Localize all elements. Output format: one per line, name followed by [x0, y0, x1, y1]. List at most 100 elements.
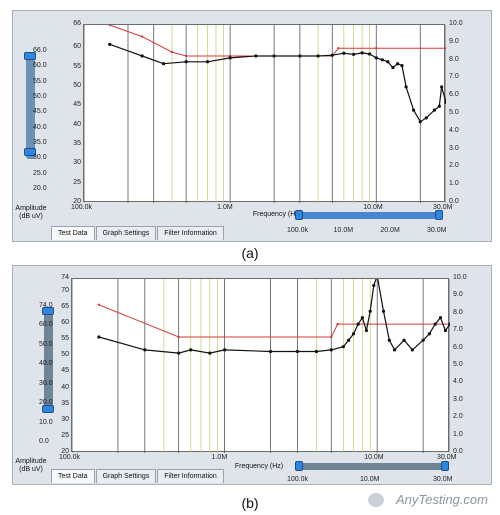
- view-tabs: Test Data Graph Settings Filter Informat…: [51, 469, 225, 483]
- frequency-range-slider[interactable]: [299, 212, 439, 219]
- measured-point: [316, 54, 320, 58]
- measured-point: [177, 351, 181, 355]
- x-tick-label: 10.0M: [364, 454, 384, 461]
- amplitude-bottom-handle[interactable]: [42, 405, 54, 413]
- tab-filter-information[interactable]: Filter Information: [157, 226, 224, 240]
- measured-point: [427, 332, 432, 336]
- measured-point: [161, 62, 166, 66]
- measured-point: [228, 56, 232, 60]
- y-tick-label: 30: [61, 415, 69, 423]
- measured-point: [410, 348, 414, 352]
- measured-point: [433, 322, 437, 326]
- tab-filter-information[interactable]: Filter Information: [157, 469, 224, 483]
- spectrum-chart-b: [72, 279, 450, 453]
- scale-tick-label: 25.0: [33, 169, 47, 177]
- scale-tick-label: 45.0: [33, 108, 47, 116]
- measured-point: [314, 349, 319, 354]
- scale-tick-label: 60.0: [39, 321, 53, 329]
- measured-point: [364, 328, 369, 333]
- x-tick-label: 30.0M: [433, 204, 453, 211]
- measured-point: [443, 328, 448, 333]
- measured-point: [424, 116, 428, 120]
- frequency-right-handle[interactable]: [435, 210, 443, 220]
- tab-test-data[interactable]: Test Data: [51, 469, 95, 483]
- caption-b: (b): [241, 495, 259, 511]
- measured-point: [329, 348, 333, 352]
- right-tick-label: 4.0: [453, 378, 463, 386]
- limit-point: [375, 47, 378, 50]
- right-tick-label: 0.0: [449, 198, 459, 205]
- frequency-left-handle[interactable]: [295, 461, 303, 471]
- spectrum-plot-b[interactable]: [71, 278, 450, 453]
- right-tick-label: 6.0: [449, 91, 459, 99]
- tab-graph-settings[interactable]: Graph Settings: [95, 469, 157, 483]
- measured-point: [140, 54, 144, 58]
- y-tick-label: 45: [61, 367, 69, 375]
- y-tick-label: 55: [61, 335, 69, 343]
- measured-point: [400, 64, 404, 68]
- emc-scan-panel-a: 66.0 60.0 55.0 50.0 45.0 40.0 35.0 30.0 25.0 20.0…: [12, 10, 492, 242]
- measured-point: [418, 120, 422, 124]
- right-tick-label: 9.0: [453, 291, 463, 299]
- measured-point: [386, 60, 390, 64]
- y-tick-label: 74: [61, 274, 69, 281]
- limit-point: [444, 47, 446, 50]
- y-tick-label: 65: [61, 303, 69, 310]
- measured-point: [360, 51, 364, 55]
- right-tick-label: 3.0: [453, 395, 463, 403]
- tab-graph-settings[interactable]: Graph Settings: [95, 226, 157, 240]
- measured-point: [367, 52, 372, 56]
- frequency-range-slider[interactable]: [299, 463, 445, 470]
- amplitude-bottom-handle[interactable]: [24, 148, 36, 156]
- measured-point: [360, 316, 365, 320]
- measured-point: [108, 42, 112, 46]
- scale-tick-label: 74.0: [39, 302, 53, 309]
- watermark: AnyTesting.com: [395, 492, 488, 507]
- watermark-logo-icon: [368, 493, 384, 507]
- measured-point: [341, 345, 345, 349]
- amplitude-unit: (dB uV): [19, 213, 43, 220]
- measured-point: [222, 348, 227, 352]
- measured-point: [189, 348, 193, 352]
- emc-scan-panel-b: 74.0 60.0 50.0 40.0 30.0 20.0 10.0 0.0 Amplitud…: [12, 265, 492, 485]
- y-tick-label: 45: [73, 101, 81, 109]
- measured-point: [380, 58, 384, 62]
- amplitude-label: Amplitude: [15, 205, 47, 212]
- measured-point: [440, 85, 444, 89]
- scale-tick-label: 50.0: [33, 93, 47, 100]
- measured-line: [98, 279, 450, 354]
- amplitude-top-handle[interactable]: [42, 307, 54, 315]
- right-tick-label: 8.0: [449, 55, 459, 63]
- right-tick-label: 10.0: [449, 20, 463, 27]
- scale-tick-label: 60.0: [33, 62, 47, 70]
- limit-point: [108, 25, 111, 27]
- right-tick-label: 7.0: [453, 326, 463, 334]
- amplitude-scale-slider[interactable]: [44, 311, 53, 409]
- scale-tick-label: 20.0: [39, 399, 53, 407]
- measured-point: [396, 62, 400, 66]
- right-tick-label: 4.0: [449, 126, 459, 134]
- amplitude-top-handle[interactable]: [24, 52, 36, 60]
- measured-point: [372, 283, 376, 288]
- right-tick-label: 8.0: [453, 308, 463, 316]
- y-tick-label: 60: [73, 43, 81, 51]
- measured-point: [143, 348, 147, 352]
- frequency-left-handle[interactable]: [295, 210, 303, 220]
- measured-point: [392, 348, 397, 352]
- right-tick-label: 5.0: [449, 109, 459, 116]
- amplitude-scale-slider[interactable]: [26, 56, 35, 159]
- measured-point: [432, 108, 437, 112]
- tab-test-data[interactable]: Test Data: [51, 226, 95, 240]
- spectrum-plot-a[interactable]: [83, 24, 446, 203]
- limit-point: [170, 50, 174, 54]
- scale-tick-label: 66.0: [33, 47, 47, 54]
- x-tick-label: 100.0k: [71, 204, 93, 211]
- frequency-right-handle[interactable]: [441, 461, 449, 471]
- scale-tick-label: 35.0: [33, 139, 47, 146]
- range-tick-label: 10.0M: [333, 227, 354, 234]
- scale-tick-label: 40.0: [39, 360, 53, 368]
- measured-point: [391, 65, 395, 70]
- frequency-label: Frequency (Hz): [234, 463, 284, 470]
- scale-tick-label: 50.0: [39, 340, 53, 348]
- range-tick-label: 30.0M: [427, 227, 447, 234]
